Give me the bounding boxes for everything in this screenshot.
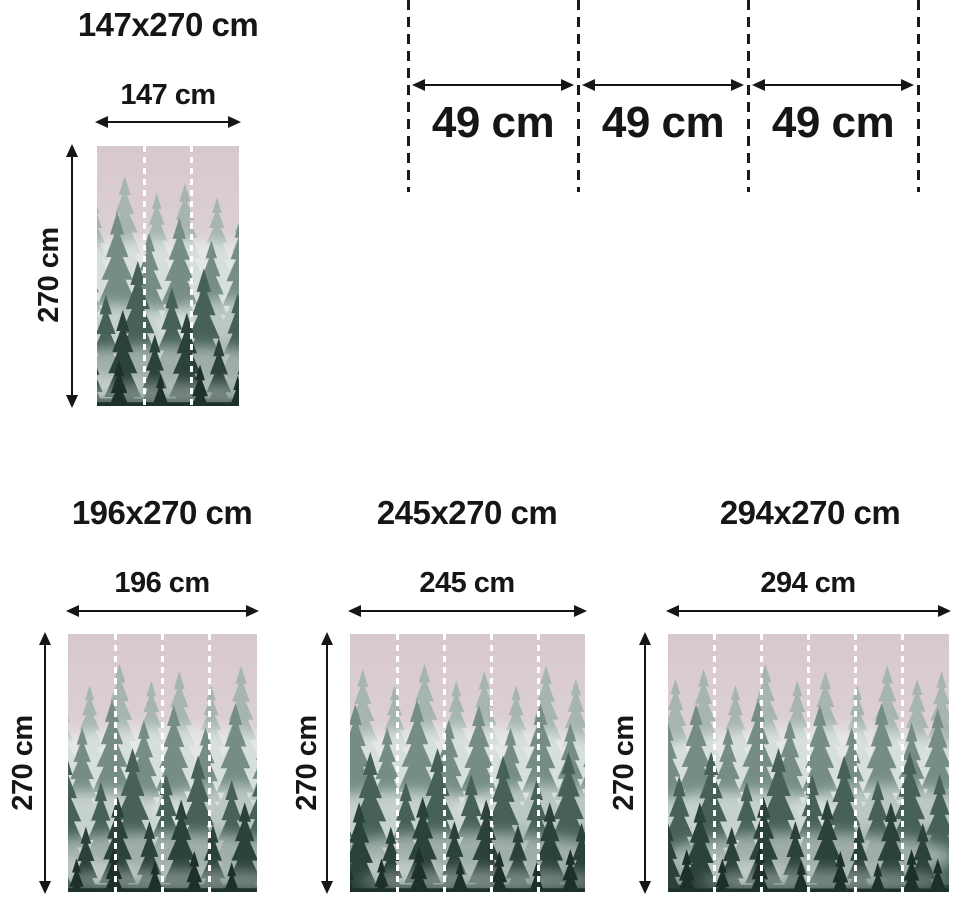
width-arrow: [348, 605, 587, 617]
height-dimension-label: 270 cm: [33, 227, 66, 323]
panel-cut-line: [900, 634, 904, 892]
height-arrow: [39, 632, 51, 894]
height-dimension-label: 270 cm: [7, 715, 40, 811]
size-title: 147x270 cm: [77, 6, 259, 43]
height-arrow: [639, 632, 651, 894]
panel-width-arrow: [412, 79, 574, 91]
panel-width-arrow: [582, 79, 744, 91]
mural-preview: [350, 634, 585, 892]
panel-cut-line: [442, 634, 446, 892]
mural-preview: [668, 634, 949, 892]
panel-cut-line: [190, 146, 194, 406]
panel-cut-line: [760, 634, 764, 892]
width-dimension-label: 245 cm: [419, 567, 515, 599]
panel-cut-line: [713, 634, 717, 892]
width-arrow: [95, 116, 241, 128]
width-dimension-label: 294 cm: [760, 567, 856, 599]
panel-cut-line: [395, 634, 399, 892]
panel-cut-line: [113, 634, 117, 892]
panel-cut-line: [489, 634, 493, 892]
cut-line: [917, 0, 920, 192]
size-title: 294x270 cm: [719, 494, 901, 531]
height-dimension-label: 270 cm: [291, 715, 324, 811]
width-arrow: [66, 605, 259, 617]
panel-width-label: 49 cm: [601, 98, 725, 147]
size-title: 196x270 cm: [71, 494, 253, 531]
panel-cut-line: [142, 146, 146, 406]
forest-photo: [97, 146, 239, 406]
height-arrow: [66, 144, 78, 408]
panel-cut-line: [161, 634, 164, 892]
mural-preview: [68, 634, 257, 892]
panel-width-label: 49 cm: [431, 98, 555, 147]
width-arrow: [666, 605, 951, 617]
width-dimension-label: 147 cm: [120, 79, 216, 111]
forest-photo: [350, 634, 585, 892]
size-title: 245x270 cm: [376, 494, 558, 531]
height-dimension-label: 270 cm: [608, 715, 641, 811]
panel-width-arrow: [752, 79, 914, 91]
panel-width-label: 49 cm: [771, 98, 895, 147]
cut-line: [407, 0, 410, 192]
panel-cut-line: [807, 634, 810, 892]
cut-line: [747, 0, 750, 192]
mural-preview: [97, 146, 239, 406]
panel-cut-line: [536, 634, 540, 892]
panel-cut-line: [853, 634, 857, 892]
height-arrow: [321, 632, 333, 894]
width-dimension-label: 196 cm: [114, 567, 210, 599]
cut-line: [577, 0, 580, 192]
panel-cut-line: [208, 634, 212, 892]
